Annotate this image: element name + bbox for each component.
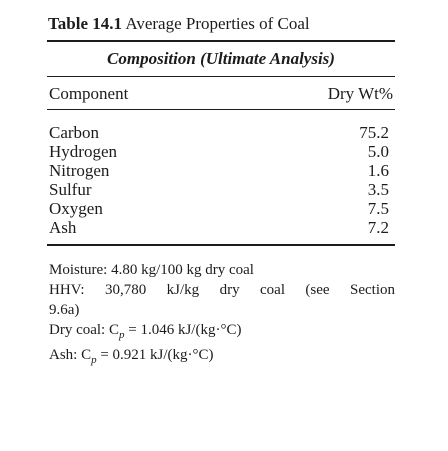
table-row: Sulfur 3.5	[47, 180, 395, 199]
table-number: Table 14.1	[48, 14, 123, 33]
table-row: Carbon 75.2	[47, 123, 395, 142]
section-heading: Composition (Ultimate Analysis)	[107, 49, 335, 68]
hhv-word: HHV:	[49, 282, 85, 298]
section-rule	[47, 76, 395, 77]
coal-properties-table: Table 14.1 Average Properties of Coal Co…	[47, 14, 395, 370]
header-rule	[47, 109, 395, 110]
table-body: Carbon 75.2 Hydrogen 5.0 Nitrogen 1.6 Su…	[47, 123, 395, 237]
row-value: 5.0	[367, 142, 389, 161]
hhv-word: (see	[305, 282, 330, 298]
hhv-word: Section	[350, 282, 395, 298]
dry-coal-label: Dry coal: C	[49, 322, 119, 338]
ash-cp-note: Ash: Cp = 0.921 kJ/(kg·°C)	[49, 345, 395, 370]
row-component: Carbon	[49, 123, 100, 142]
row-value: 3.5	[367, 180, 389, 199]
column-header-row: Component Dry Wt%	[47, 84, 395, 104]
row-value: 75.2	[359, 123, 389, 142]
column-header-component: Component	[49, 84, 129, 103]
dry-coal-value: = 1.046 kJ/(kg·°C)	[124, 322, 242, 338]
column-header-dry-wt: Dry Wt%	[327, 84, 393, 103]
ash-label: Ash: C	[49, 347, 92, 363]
table-row: Oxygen 7.5	[47, 199, 395, 218]
hhv-word: kJ/kg	[166, 282, 200, 298]
row-component: Nitrogen	[49, 161, 110, 180]
row-component: Oxygen	[49, 199, 103, 218]
hhv-note: HHV: 30,780 kJ/kg dry coal (see Section	[49, 280, 395, 300]
moisture-note: Moisture: 4.80 kg/100 kg dry coal	[49, 262, 254, 278]
table-row: Nitrogen 1.6	[47, 161, 395, 180]
table-notes: Moisture: 4.80 kg/100 kg dry coal HHV: 3…	[47, 260, 395, 370]
row-component: Sulfur	[49, 180, 92, 199]
cp-subscript: p	[118, 329, 125, 341]
hhv-note-continued: 9.6a)	[49, 302, 80, 318]
top-rule	[47, 40, 395, 42]
table-row: Ash 7.2	[47, 218, 395, 237]
hhv-word: dry	[219, 282, 240, 298]
bottom-rule	[47, 244, 395, 246]
cp-subscript: p	[91, 354, 97, 366]
hhv-word: 30,780	[104, 282, 147, 298]
table-title-text: Average Properties of Coal	[125, 14, 310, 33]
row-value: 7.5	[367, 199, 389, 218]
hhv-word: coal	[260, 282, 285, 298]
dry-coal-cp-note: Dry coal: Cp = 1.046 kJ/(kg·°C)	[49, 320, 395, 345]
row-value: 1.6	[367, 161, 389, 180]
table-title: Table 14.1 Average Properties of Coal	[48, 14, 395, 34]
row-component: Hydrogen	[49, 142, 117, 161]
row-component: Ash	[49, 218, 77, 237]
table-row: Hydrogen 5.0	[47, 142, 395, 161]
ash-value: = 0.921 kJ/(kg·°C)	[96, 347, 214, 363]
row-value: 7.2	[367, 218, 389, 237]
